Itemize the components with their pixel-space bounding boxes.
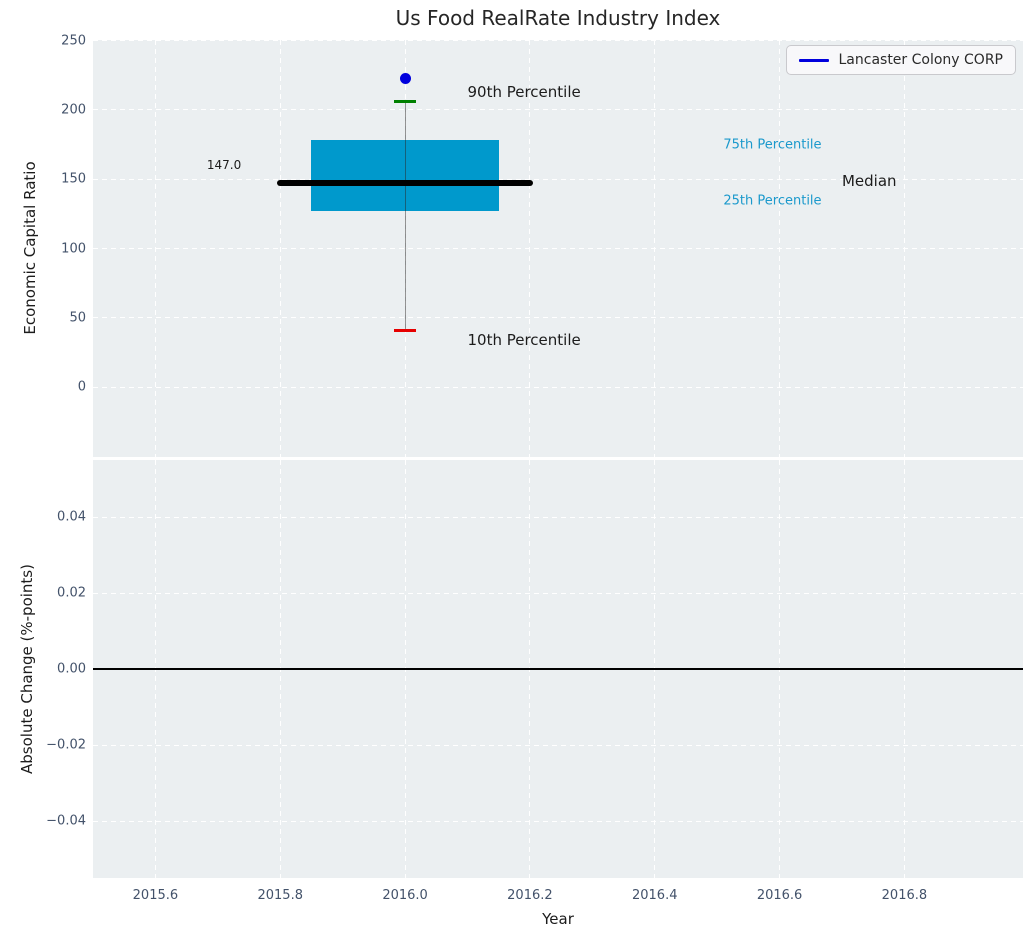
zero-line [93,668,1023,670]
bottom-axes [93,460,1023,878]
y-tick-label: 0.00 [57,661,86,677]
y-tick-label: 50 [69,310,86,326]
legend-label: Lancaster Colony CORP [838,52,1004,68]
gridline-horizontal [93,820,1023,822]
y-tick-label: 100 [61,241,86,256]
whisker-cap-90th [394,100,416,104]
gridline-horizontal [93,40,1023,42]
y-tick-label: −0.02 [46,737,86,753]
y-tick-label: 250 [61,33,86,49]
label-median: Median [841,171,897,190]
x-axis-label: Year [542,910,574,928]
gridline-horizontal [93,248,1023,249]
y-tick-label: 150 [61,171,86,187]
top-axes: 90th Percentile 10th Percentile Median 75th… [93,40,1023,457]
gridline-horizontal [93,592,1023,594]
gridline-horizontal [93,516,1023,518]
y-tick-label: 200 [61,102,86,118]
whisker-line [404,101,406,331]
gridline-horizontal [93,178,1023,180]
y-tick-label: −0.04 [46,813,86,829]
median-line [277,180,534,187]
gridline-horizontal [93,386,1023,388]
whisker-cap-10th [394,328,416,332]
x-tick-label: 2015.8 [257,888,303,903]
legend-line-swatch [798,58,829,62]
gridline-horizontal [93,109,1023,111]
y-tick-label: 0.04 [57,509,86,525]
gridline-horizontal [93,317,1023,319]
y-axis-label-bottom: Absolute Change (%-points) [18,564,36,774]
x-tick-label: 2016.6 [756,888,803,903]
x-tick-label: 2015.6 [132,888,179,903]
label-10th-percentile: 10th Percentile [467,330,581,349]
x-tick-label: 2016.8 [881,888,928,903]
y-axis-label-top: Economic Capital Ratio [21,161,39,335]
gridline-horizontal [93,744,1023,746]
x-tick-label: 2016.4 [631,888,678,903]
label-25th-percentile: 25th Percentile [723,193,822,209]
label-median-value: 147.0 [206,158,242,173]
label-90th-percentile: 90th Percentile [467,82,581,101]
y-tick-label: 0.02 [57,585,86,601]
company-point [399,72,411,84]
chart-title: Us Food RealRate Industry Index [395,6,721,30]
x-tick-label: 2016.2 [507,888,553,903]
legend: Lancaster Colony CORP [785,45,1016,75]
x-tick-label: 2016.0 [382,888,428,903]
y-tick-label: 0 [77,379,86,395]
label-75th-percentile: 75th Percentile [723,137,822,153]
